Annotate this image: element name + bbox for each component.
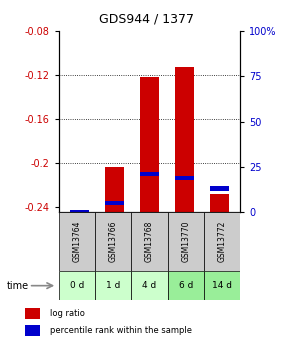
Text: GSM13766: GSM13766: [109, 221, 117, 262]
Text: 1 d: 1 d: [106, 281, 120, 290]
Bar: [59, 271, 95, 300]
Bar: [140, 77, 159, 212]
Text: GSM13764: GSM13764: [72, 221, 81, 262]
Text: log ratio: log ratio: [50, 309, 85, 318]
Bar: [105, 201, 124, 205]
Text: 6 d: 6 d: [178, 281, 193, 290]
Bar: [59, 212, 95, 271]
Bar: [210, 194, 229, 212]
Bar: [168, 212, 204, 271]
Bar: [204, 212, 240, 271]
Text: 14 d: 14 d: [212, 281, 232, 290]
Text: 4 d: 4 d: [142, 281, 156, 290]
Text: GSM13770: GSM13770: [181, 221, 190, 262]
Text: time: time: [6, 281, 29, 290]
Bar: [168, 271, 204, 300]
Text: GSM13768: GSM13768: [145, 221, 154, 262]
Bar: [25, 308, 40, 319]
Text: GDS944 / 1377: GDS944 / 1377: [99, 12, 194, 25]
Bar: [105, 167, 124, 212]
Bar: [70, 210, 89, 214]
Bar: [140, 172, 159, 176]
Bar: [175, 67, 194, 212]
Text: percentile rank within the sample: percentile rank within the sample: [50, 326, 192, 335]
Bar: [175, 176, 194, 180]
Bar: [95, 212, 131, 271]
Bar: [131, 212, 168, 271]
Bar: [95, 271, 131, 300]
Bar: [210, 186, 229, 191]
Text: 0 d: 0 d: [69, 281, 84, 290]
Bar: [25, 325, 40, 336]
Bar: [131, 271, 168, 300]
Text: GSM13772: GSM13772: [218, 221, 226, 262]
Bar: [204, 271, 240, 300]
